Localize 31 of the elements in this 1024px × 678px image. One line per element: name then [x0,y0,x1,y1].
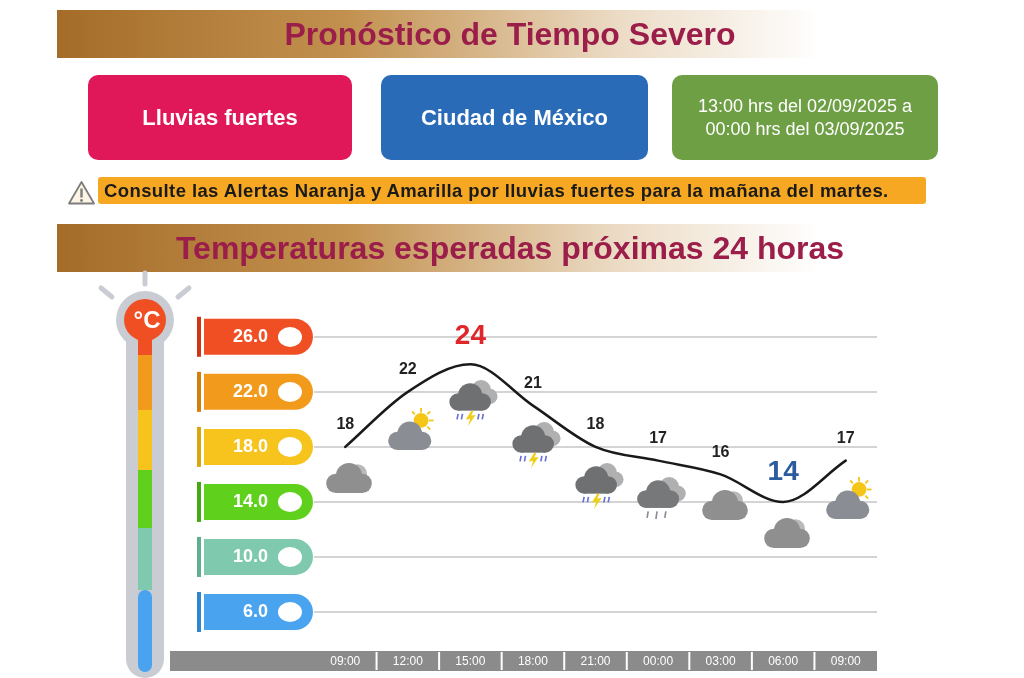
data-label: 18 [586,415,605,433]
x-tick-label: 12:00 [392,653,424,668]
x-tick-label: 18:00 [517,653,549,668]
data-label: 24 [454,319,487,351]
x-tick-label: 06:00 [768,653,799,668]
data-label: 21 [524,374,542,392]
x-tick-label: 03:00 [705,653,736,668]
x-tick-label: 15:00 [455,653,486,668]
x-tick-label: 00:00 [643,653,674,668]
y-tick-label: 26.0 [232,325,268,346]
x-tick-label: 21:00 [580,653,611,668]
data-label: 17 [649,429,668,447]
y-axis-title: °C [133,306,161,334]
data-label: 22 [398,360,417,378]
text: Ciudad de México [420,103,609,132]
data-label: 17 [836,429,855,447]
text: 13:00 hrs del 02/09/2025 a 00:00 hrs del 03/09/2025 [696,95,914,140]
text: Consulte las Alertas Naranja y Amarilla por lluvias fuertes para la mañana del martes. [104,179,889,202]
data-label: 18 [336,415,355,433]
chart-title: Pronóstico de Tiempo Severo [284,15,736,53]
data-label: 14 [767,454,800,486]
text: Lluvias fuertes [142,103,298,132]
y-tick-label: 18.0 [232,435,268,456]
y-tick-label: 10.0 [232,545,268,566]
y-tick-label: 14.0 [232,490,268,511]
data-label: 16 [711,442,730,460]
y-tick-label: 6.0 [242,600,268,621]
x-tick-label: 09:00 [830,653,862,668]
y-tick-label: 22.0 [232,380,268,401]
chart-subtitle: Temperaturas esperadas próximas 24 horas [175,229,845,267]
x-tick-label: 09:00 [330,653,361,668]
